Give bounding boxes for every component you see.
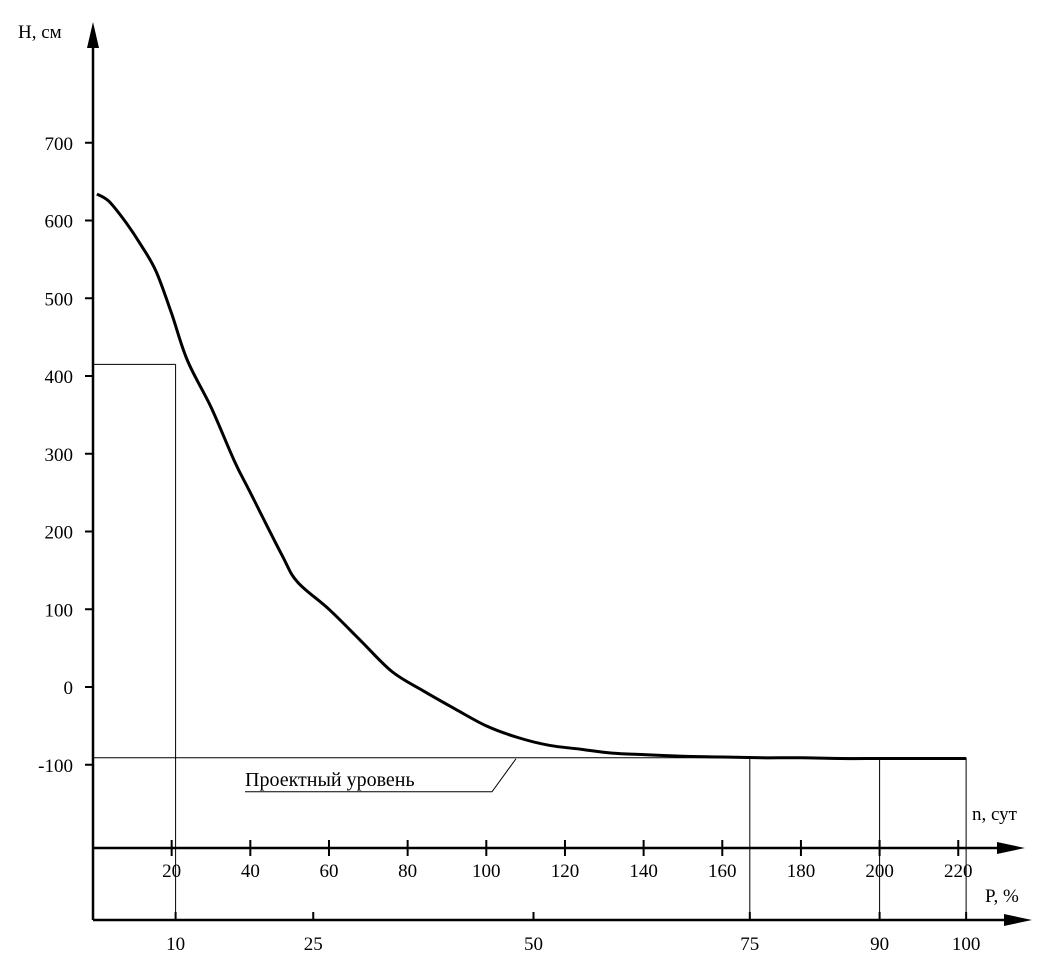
- x-axis-n-arrow: [997, 842, 1025, 854]
- y-ticks: 700 600 500 400 300 200 100 0 -100: [38, 134, 93, 777]
- p-tick-label: 10: [166, 934, 185, 955]
- y-tick-label: 700: [45, 134, 74, 155]
- x-tick-label: 100: [472, 861, 501, 882]
- x-tick-label: 220: [944, 861, 973, 882]
- x-tick-label: 60: [319, 861, 338, 882]
- y-tick-label: 100: [45, 600, 74, 621]
- x-tick-label: 20: [162, 861, 181, 882]
- annotation-label: Проектный уровень: [245, 769, 415, 791]
- y-tick-label: -100: [38, 756, 73, 777]
- reference-lines: [93, 363, 967, 920]
- axes: [87, 22, 1032, 926]
- x-tick-label: 80: [398, 861, 417, 882]
- y-tick-label: 200: [45, 523, 74, 544]
- y-axis-title: H, см: [18, 22, 62, 43]
- x-tick-label: 160: [708, 861, 737, 882]
- x-tick-label: 140: [629, 861, 658, 882]
- p-tick-label: 50: [524, 934, 543, 955]
- y-tick-label: 600: [45, 212, 74, 233]
- p-tick-label: 75: [740, 934, 759, 955]
- annotation-leader: [245, 758, 517, 793]
- x-axis-n-title: n, сут: [972, 804, 1018, 825]
- x-axis-p-arrow: [1004, 914, 1032, 926]
- x-tick-label: 40: [241, 861, 260, 882]
- y-tick-label: 400: [45, 367, 74, 388]
- p-ticks: 10 25 50 75 90 100: [166, 912, 980, 955]
- x-tick-label: 120: [551, 861, 580, 882]
- series: [96, 192, 967, 761]
- x-axis-p-title: P, %: [985, 886, 1019, 907]
- p-tick-label: 25: [304, 934, 323, 955]
- x-ticks: 20 40 60 80 100 120 140 160 180 200 220: [162, 840, 973, 882]
- p-tick-label: 90: [870, 934, 889, 955]
- p-tick-label: 100: [952, 934, 981, 955]
- y-axis-arrow: [87, 22, 99, 48]
- y-tick-label: 500: [45, 289, 74, 310]
- y-tick-label: 300: [45, 445, 74, 466]
- y-tick-label: 0: [64, 678, 74, 699]
- annotations: Проектный уровень: [245, 758, 517, 793]
- x-tick-label: 180: [787, 861, 816, 882]
- series-line: [96, 192, 967, 761]
